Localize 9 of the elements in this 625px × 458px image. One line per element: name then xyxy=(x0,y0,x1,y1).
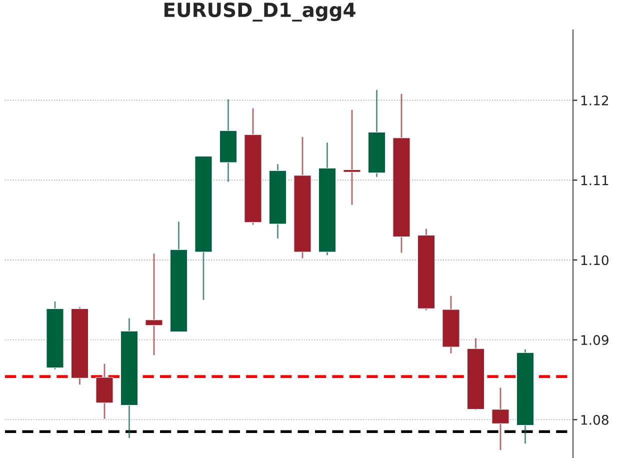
y-tick-label: 1.08 xyxy=(581,414,608,425)
candlestick xyxy=(145,252,163,356)
y-tick-label: 1.10 xyxy=(581,255,608,266)
y-tick-label: 1.09 xyxy=(581,335,608,346)
y-tick-label: 1.12 xyxy=(581,95,608,106)
y-tick-label: 1.11 xyxy=(581,176,608,186)
candlestick xyxy=(492,387,510,451)
chart-title: EURUSD_D1_agg4 xyxy=(164,2,356,22)
candlestick xyxy=(343,109,361,206)
